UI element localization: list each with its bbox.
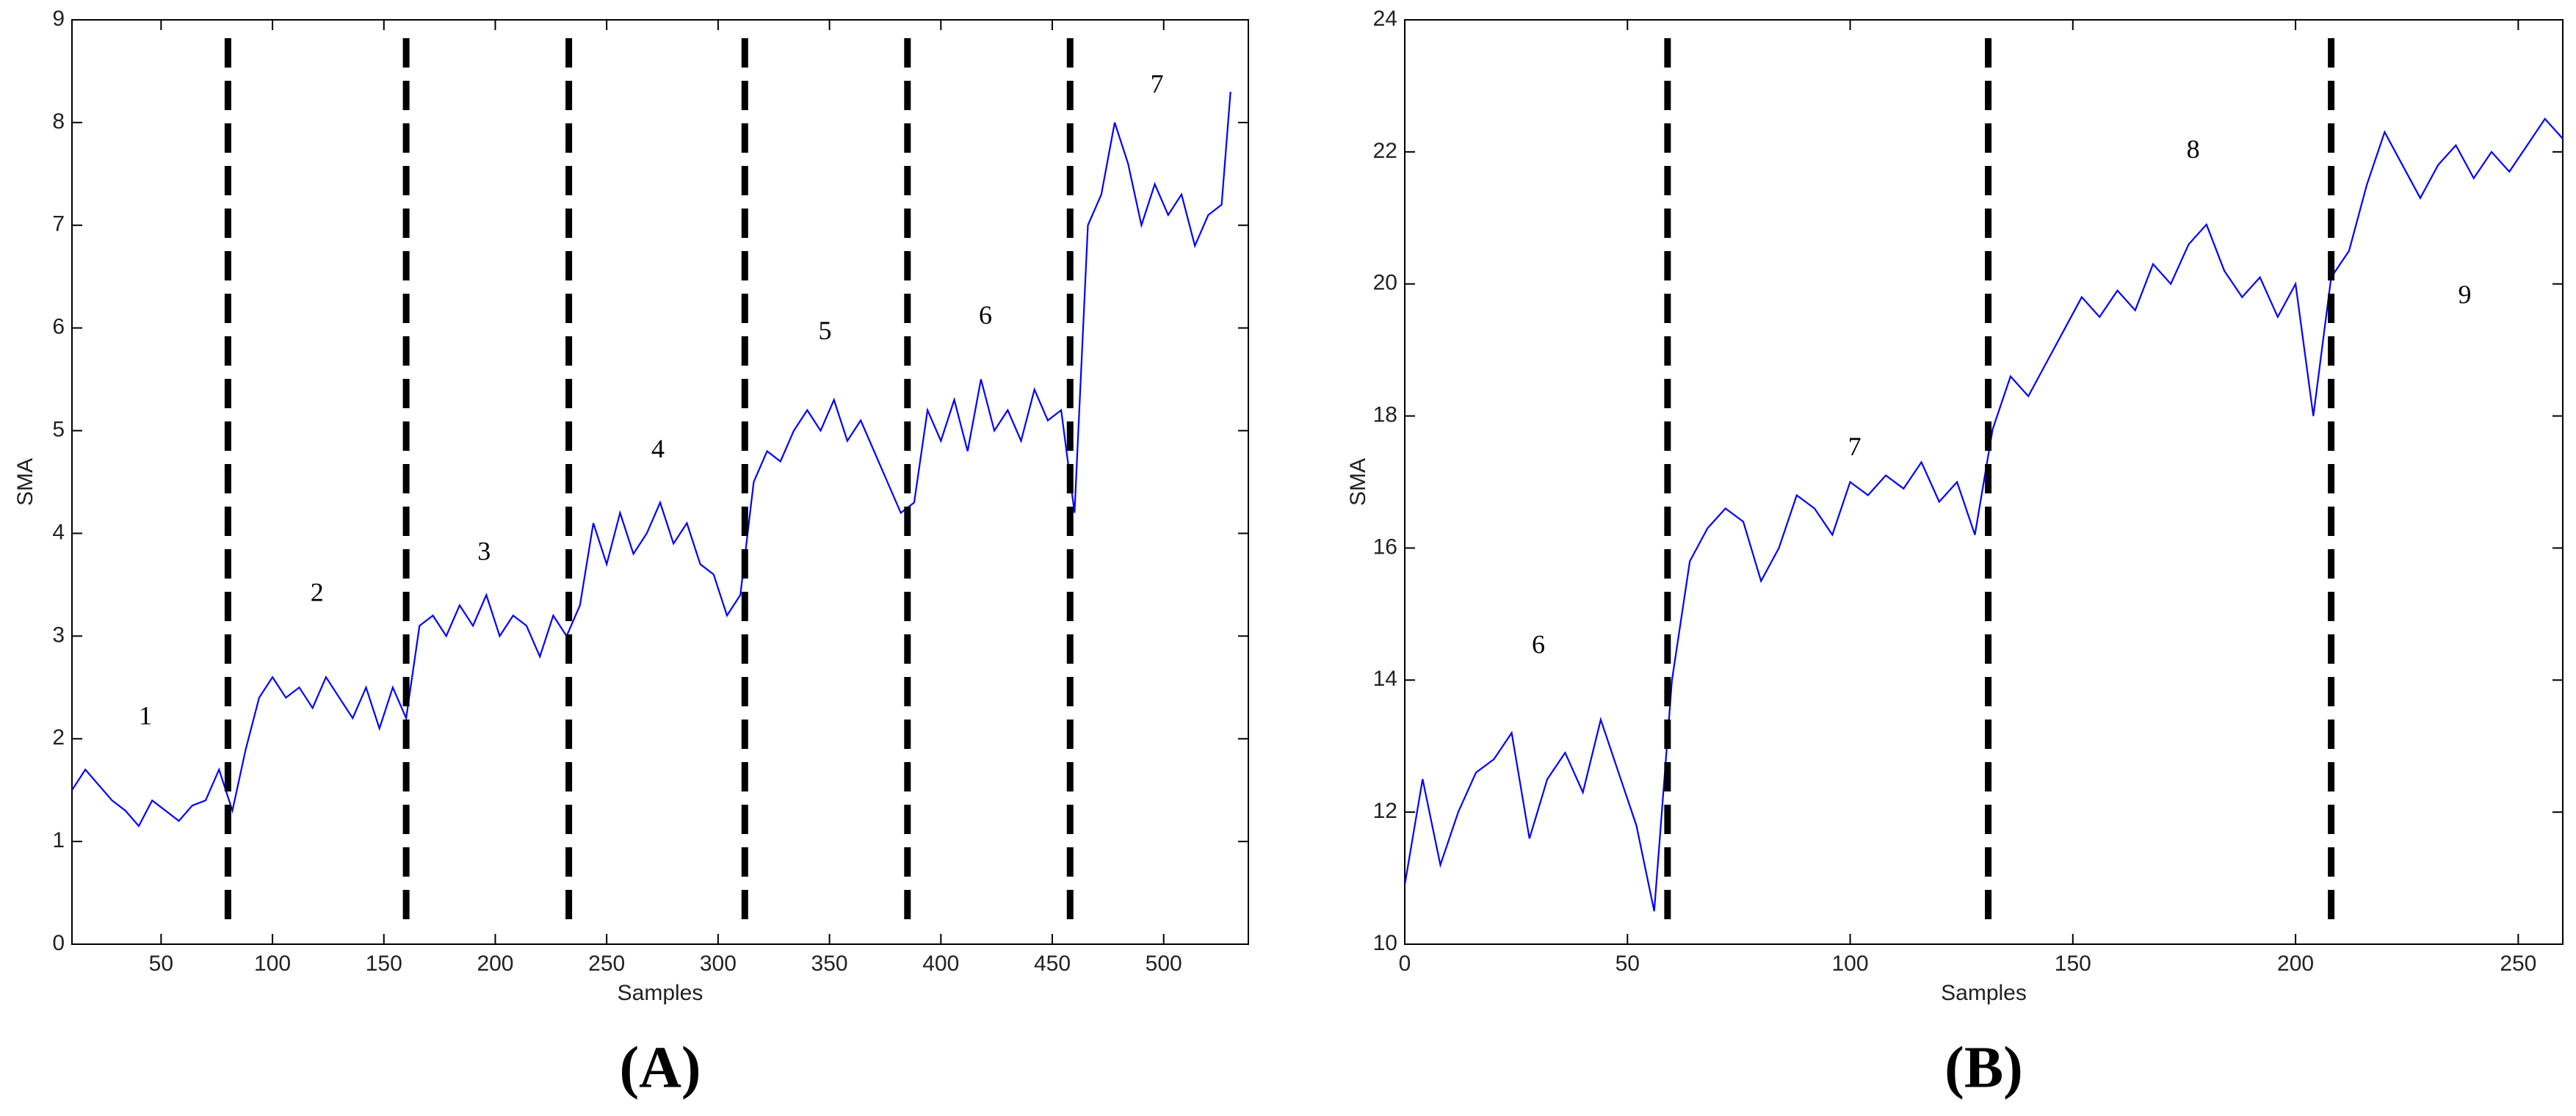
x-tick-label: 250 bbox=[2500, 952, 2536, 976]
y-tick-label: 12 bbox=[1373, 799, 1397, 823]
data-line bbox=[71, 91, 1231, 828]
segment-label: 7 bbox=[1848, 432, 1862, 461]
y-tick-label: 20 bbox=[1373, 271, 1397, 295]
y-tick-label: 7 bbox=[52, 212, 65, 236]
segment-label: 6 bbox=[1532, 630, 1545, 659]
panel-caption: (A) bbox=[619, 1035, 701, 1100]
y-tick-label: 2 bbox=[52, 725, 65, 750]
plot-area bbox=[71, 19, 1249, 945]
x-tick-label: 100 bbox=[1832, 952, 1869, 976]
segment-label: 2 bbox=[311, 578, 324, 607]
y-tick-label: 14 bbox=[1373, 667, 1397, 691]
x-tick-label: 150 bbox=[2055, 952, 2091, 976]
x-tick-label: 250 bbox=[588, 952, 625, 976]
segment-label: 3 bbox=[477, 537, 491, 566]
x-tick-label: 300 bbox=[700, 952, 737, 976]
y-tick-label: 9 bbox=[52, 7, 65, 31]
y-tick-label: 5 bbox=[52, 417, 65, 441]
y-tick-label: 18 bbox=[1373, 402, 1397, 427]
segment-label: 1 bbox=[139, 701, 152, 731]
y-tick-label: 10 bbox=[1373, 931, 1397, 955]
segment-label: 7 bbox=[1151, 69, 1164, 98]
chart: 50 100 150 200 250 300 350 400 450 500 0 1 2 3 4 5 6 7 8 9 1… bbox=[13, 7, 1249, 1100]
x-tick-label: 200 bbox=[2277, 952, 2314, 976]
y-tick-label: 4 bbox=[52, 520, 65, 544]
segment-label: 5 bbox=[819, 316, 832, 345]
x-tick-label: 400 bbox=[922, 952, 959, 976]
x-tick-label: 200 bbox=[477, 952, 513, 976]
x-tick-label: 0 bbox=[1399, 952, 1411, 976]
y-tick-label: 1 bbox=[52, 828, 65, 852]
panel-caption: (B) bbox=[1944, 1035, 2023, 1100]
x-axis-label: Samples bbox=[618, 981, 703, 1005]
y-axis-label: SMA bbox=[1346, 458, 1370, 506]
y-tick-label: 6 bbox=[52, 315, 65, 339]
segment-label: 6 bbox=[979, 300, 992, 330]
chart: 0 50 100 150 200 250 10 12 14 16 18 20 22 24 6 7 8 9 Sampl… bbox=[1346, 7, 2564, 1100]
segment-label: 9 bbox=[2459, 280, 2472, 309]
y-axis-label: SMA bbox=[13, 458, 37, 506]
x-tick-label: 50 bbox=[1616, 952, 1640, 976]
y-tick-label: 24 bbox=[1373, 7, 1397, 31]
y-tick-label: 22 bbox=[1373, 139, 1397, 163]
y-tick-label: 16 bbox=[1373, 535, 1397, 559]
x-tick-label: 150 bbox=[366, 952, 402, 976]
y-tick-label: 0 bbox=[52, 931, 65, 955]
x-tick-label: 500 bbox=[1146, 952, 1182, 976]
x-tick-label: 450 bbox=[1034, 952, 1071, 976]
y-tick-label: 8 bbox=[52, 109, 65, 134]
data-line bbox=[1403, 117, 2564, 912]
x-tick-label: 350 bbox=[811, 952, 848, 976]
x-tick-label: 50 bbox=[149, 952, 173, 976]
x-axis-label: Samples bbox=[1941, 981, 2027, 1005]
segment-label: 8 bbox=[2187, 134, 2200, 164]
y-tick-label: 3 bbox=[52, 623, 65, 647]
segment-label: 4 bbox=[651, 434, 665, 463]
x-tick-label: 100 bbox=[254, 952, 291, 976]
